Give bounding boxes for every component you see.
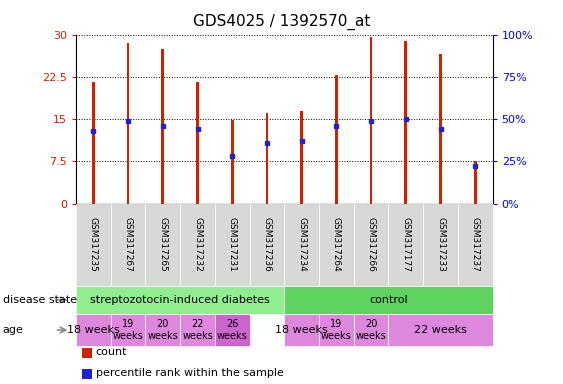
Text: control: control <box>369 295 408 305</box>
Text: 20
weeks: 20 weeks <box>356 319 386 341</box>
Text: percentile rank within the sample: percentile rank within the sample <box>96 368 284 378</box>
Text: 18 weeks: 18 weeks <box>275 325 328 335</box>
Text: 19
weeks: 19 weeks <box>321 319 352 341</box>
Bar <box>231 120 234 204</box>
Bar <box>266 113 269 204</box>
Text: GSM317267: GSM317267 <box>124 217 132 272</box>
Text: GDS4025 / 1392570_at: GDS4025 / 1392570_at <box>193 13 370 30</box>
Bar <box>196 83 199 204</box>
Text: age: age <box>3 325 24 335</box>
Text: streptozotocin-induced diabetes: streptozotocin-induced diabetes <box>90 295 270 305</box>
Text: GSM317231: GSM317231 <box>228 217 236 272</box>
Bar <box>162 49 164 204</box>
Text: GSM317235: GSM317235 <box>89 217 98 272</box>
Bar <box>335 75 338 204</box>
Text: GSM317264: GSM317264 <box>332 217 341 272</box>
Text: 22 weeks: 22 weeks <box>414 325 467 335</box>
Text: 19
weeks: 19 weeks <box>113 319 144 341</box>
Text: GSM317177: GSM317177 <box>401 217 410 272</box>
Bar <box>92 83 95 204</box>
Text: GSM317232: GSM317232 <box>193 217 202 272</box>
Text: 18 weeks: 18 weeks <box>67 325 120 335</box>
Bar <box>439 54 442 204</box>
Bar <box>127 43 129 204</box>
Text: 20
weeks: 20 weeks <box>148 319 178 341</box>
Text: GSM317236: GSM317236 <box>262 217 271 272</box>
Text: GSM317234: GSM317234 <box>297 217 306 272</box>
Text: GSM317266: GSM317266 <box>367 217 376 272</box>
Bar <box>370 37 373 204</box>
Text: count: count <box>96 347 127 357</box>
Text: 26
weeks: 26 weeks <box>217 319 248 341</box>
Text: GSM317233: GSM317233 <box>436 217 445 272</box>
Text: GSM317265: GSM317265 <box>158 217 167 272</box>
Bar <box>300 111 303 204</box>
Bar <box>404 41 407 204</box>
Text: disease state: disease state <box>3 295 77 305</box>
Bar <box>474 161 477 204</box>
Text: 22
weeks: 22 weeks <box>182 319 213 341</box>
Text: GSM317237: GSM317237 <box>471 217 480 272</box>
